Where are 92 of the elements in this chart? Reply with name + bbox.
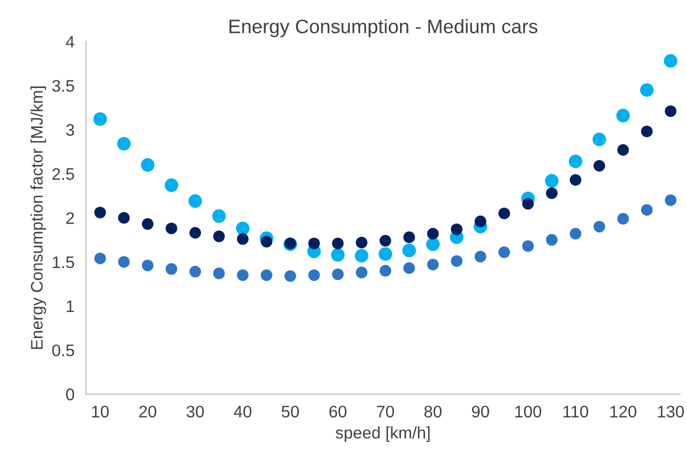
x-tick-label: 110 bbox=[564, 406, 588, 418]
x-tick-label: 10 bbox=[92, 406, 109, 418]
point bbox=[94, 252, 106, 264]
point bbox=[213, 230, 225, 242]
point bbox=[356, 236, 368, 248]
point bbox=[260, 269, 272, 281]
x-tick-label: 50 bbox=[282, 406, 299, 418]
point bbox=[213, 268, 225, 280]
point bbox=[522, 198, 534, 210]
point bbox=[142, 260, 154, 272]
x-tick-label: 20 bbox=[139, 406, 156, 418]
point bbox=[474, 250, 486, 262]
y-tick-label: 4 bbox=[66, 36, 74, 48]
y-tick-label: 0.5 bbox=[52, 344, 74, 356]
point bbox=[166, 263, 178, 275]
y-tick-label: 3.5 bbox=[52, 80, 74, 92]
point bbox=[142, 218, 154, 230]
point bbox=[640, 83, 654, 97]
point bbox=[664, 194, 676, 206]
point bbox=[570, 174, 582, 186]
point bbox=[498, 208, 510, 220]
point bbox=[189, 266, 202, 278]
point bbox=[380, 234, 392, 247]
y-tick-label: 1 bbox=[66, 300, 74, 312]
y-tick-label: 2.5 bbox=[52, 168, 74, 180]
point bbox=[641, 204, 653, 216]
x-tick-label: 130 bbox=[658, 406, 684, 418]
point bbox=[427, 228, 439, 240]
point bbox=[450, 223, 462, 236]
point bbox=[616, 108, 630, 122]
point bbox=[212, 209, 226, 223]
x-tick-label: 80 bbox=[424, 406, 442, 418]
point bbox=[546, 234, 558, 246]
point bbox=[427, 258, 439, 270]
point bbox=[356, 266, 368, 278]
point bbox=[164, 178, 178, 192]
point bbox=[260, 236, 272, 248]
point bbox=[236, 222, 250, 236]
point bbox=[664, 54, 678, 68]
point bbox=[332, 238, 344, 250]
point bbox=[166, 222, 178, 234]
point bbox=[474, 216, 486, 228]
point bbox=[378, 247, 392, 261]
point bbox=[522, 240, 534, 252]
point bbox=[332, 268, 344, 280]
x-tick-label: 70 bbox=[376, 406, 394, 418]
point bbox=[93, 112, 107, 126]
y-axis-title: Energy Consumption factor [MJ/km] bbox=[30, 86, 46, 349]
y-tick-label: 1.5 bbox=[52, 256, 74, 268]
point bbox=[284, 270, 296, 282]
point bbox=[331, 248, 345, 262]
point bbox=[117, 136, 131, 151]
point bbox=[403, 231, 415, 244]
point bbox=[189, 227, 202, 239]
point bbox=[354, 248, 368, 262]
point bbox=[594, 160, 606, 172]
point bbox=[308, 238, 320, 250]
point bbox=[236, 233, 249, 245]
point bbox=[498, 246, 510, 258]
point bbox=[118, 256, 130, 268]
point bbox=[592, 132, 606, 146]
point bbox=[188, 194, 202, 208]
x-tick-label: 30 bbox=[186, 406, 204, 418]
point bbox=[594, 220, 606, 232]
x-tick-label: 100 bbox=[515, 406, 542, 418]
point bbox=[118, 212, 130, 224]
point bbox=[617, 212, 629, 225]
point bbox=[308, 269, 320, 281]
point bbox=[426, 238, 440, 252]
point bbox=[546, 187, 558, 199]
x-tick-label: 90 bbox=[472, 406, 490, 418]
x-axis-title: speed [km/h] bbox=[336, 426, 430, 442]
x-tick-label: 60 bbox=[329, 406, 346, 418]
point bbox=[664, 105, 676, 117]
point bbox=[545, 174, 559, 188]
x-tick-label: 40 bbox=[234, 406, 252, 418]
point bbox=[568, 154, 582, 168]
point bbox=[94, 206, 106, 218]
point bbox=[570, 228, 582, 240]
y-tick-label: 2 bbox=[66, 212, 74, 224]
x-tick-label: 120 bbox=[610, 406, 636, 418]
point bbox=[450, 255, 462, 267]
point bbox=[403, 262, 415, 274]
y-tick-label: 0 bbox=[66, 388, 74, 400]
point bbox=[380, 264, 392, 277]
point bbox=[641, 126, 653, 138]
point bbox=[140, 158, 154, 172]
chart-title: Energy Consumption - Medium cars bbox=[230, 19, 538, 38]
point bbox=[236, 269, 249, 281]
point bbox=[402, 244, 416, 258]
point bbox=[617, 144, 629, 156]
y-tick-label: 3 bbox=[66, 124, 74, 136]
